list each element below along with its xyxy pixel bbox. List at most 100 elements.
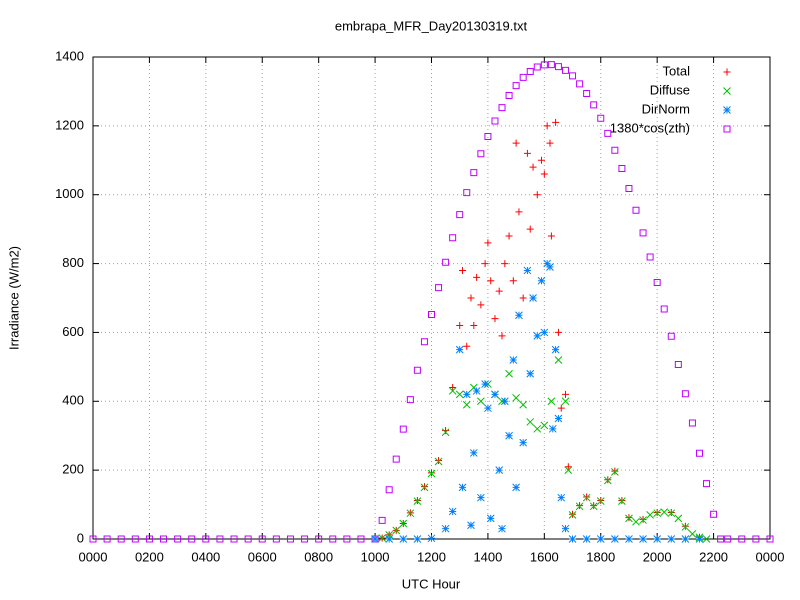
- point: [469, 449, 478, 457]
- point: [537, 276, 546, 285]
- point: [315, 535, 323, 543]
- point: [435, 284, 443, 292]
- point: [590, 101, 598, 109]
- point: [660, 305, 668, 313]
- legend-label: Total: [663, 63, 691, 78]
- point: [428, 311, 435, 319]
- point: [442, 427, 450, 435]
- point: [596, 535, 605, 543]
- point: [618, 497, 626, 505]
- point: [435, 457, 443, 465]
- point: [481, 380, 489, 388]
- point: [481, 260, 489, 268]
- point: [459, 266, 467, 274]
- point: [575, 502, 584, 511]
- point: [611, 146, 619, 154]
- point: [710, 510, 718, 518]
- point: [569, 72, 577, 80]
- y-tick-label: 400: [62, 393, 84, 408]
- point: [653, 279, 661, 287]
- point: [681, 535, 690, 543]
- point: [448, 507, 457, 516]
- point: [597, 114, 605, 122]
- point: [540, 328, 549, 337]
- point: [455, 345, 464, 354]
- point: [538, 156, 546, 164]
- point: [554, 356, 563, 364]
- x-tick-label: 0800: [304, 549, 333, 564]
- point: [286, 535, 294, 543]
- point: [272, 535, 280, 543]
- point: [533, 424, 542, 433]
- point: [477, 493, 485, 502]
- point: [667, 509, 676, 518]
- point: [603, 476, 612, 485]
- point: [547, 232, 555, 240]
- point: [738, 535, 746, 543]
- point: [519, 73, 527, 81]
- point: [470, 322, 478, 330]
- point: [667, 535, 676, 543]
- point: [406, 396, 414, 404]
- point: [501, 260, 509, 268]
- point: [399, 425, 407, 433]
- x-tick-label: 1400: [473, 549, 502, 564]
- x-tick-label: 0400: [191, 549, 220, 564]
- point: [449, 234, 457, 242]
- y-tick-label: 1200: [55, 117, 84, 132]
- point: [543, 122, 551, 130]
- point: [456, 211, 464, 219]
- point: [611, 468, 619, 476]
- point: [540, 421, 549, 430]
- point: [515, 311, 523, 320]
- point: [674, 360, 682, 368]
- point: [472, 387, 481, 395]
- point: [564, 463, 572, 471]
- point: [529, 163, 537, 171]
- point: [512, 139, 520, 147]
- point: [548, 424, 557, 433]
- point: [477, 150, 485, 158]
- point: [526, 369, 535, 378]
- point: [554, 414, 563, 423]
- point: [467, 521, 475, 530]
- point: [681, 390, 689, 398]
- point: [427, 469, 436, 478]
- point: [625, 535, 633, 543]
- point: [639, 516, 647, 524]
- point: [188, 535, 196, 543]
- point: [561, 390, 569, 398]
- y-tick-label: 0: [77, 530, 84, 545]
- point: [145, 535, 153, 543]
- point: [463, 342, 471, 350]
- x-tick-label: 1200: [417, 549, 446, 564]
- point: [724, 535, 732, 543]
- point: [441, 428, 450, 437]
- point: [385, 535, 394, 543]
- point: [695, 535, 704, 543]
- point: [495, 466, 504, 474]
- point: [561, 524, 570, 533]
- point: [568, 535, 577, 543]
- point: [540, 170, 548, 178]
- x-tick-label: 0000: [756, 549, 785, 564]
- point: [533, 332, 542, 340]
- point: [462, 390, 471, 399]
- point: [604, 129, 612, 137]
- point: [117, 535, 125, 543]
- y-tick-label: 200: [62, 462, 84, 477]
- point: [301, 535, 309, 543]
- point: [533, 63, 541, 71]
- point: [399, 535, 408, 543]
- y-tick-label: 1400: [55, 48, 84, 63]
- point: [551, 345, 560, 354]
- legend-marker: [723, 125, 731, 133]
- point: [413, 366, 421, 374]
- point: [449, 384, 457, 392]
- point: [533, 191, 541, 199]
- point: [230, 535, 238, 543]
- point: [491, 390, 499, 399]
- point: [717, 535, 725, 543]
- point: [526, 67, 534, 75]
